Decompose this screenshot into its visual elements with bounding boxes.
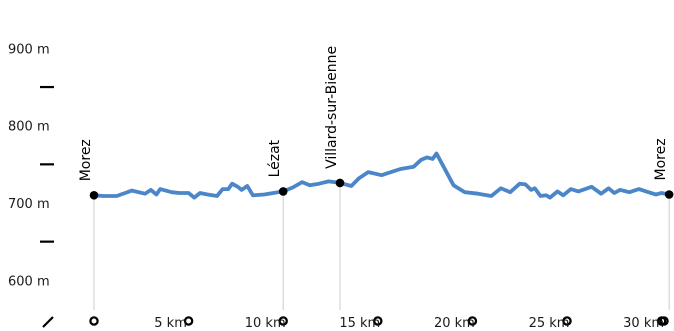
x-tick-marker [89,316,99,326]
x-tick-marker [659,316,669,326]
waypoint-marker [89,190,99,200]
elevation-line [92,151,672,200]
waypoint-marker [278,187,288,196]
x-tick-label: 30 km [623,316,664,331]
y-tick-label: 600 m [8,274,50,289]
elevation-series [92,151,672,200]
x-axis: 5 km 10 km 15 km 20 km 25 km 30 km [42,316,669,331]
x-tick-marker [278,316,288,326]
x-tick-marker [467,316,478,326]
x-axis-origin-mark [42,316,54,328]
y-tick-label: 700 m [8,197,50,212]
waypoint-marker [335,178,345,188]
waypoint-guides [93,182,670,310]
x-tick-label: 25 km [529,316,570,331]
waypoint-label: Morez [653,138,669,180]
waypoint-markers: Morez Lézat Villard-sur-Bienne Morez [78,46,674,200]
x-tick-marker [373,316,383,326]
waypoint-marker [664,190,674,199]
x-tick-label: 10 km [245,316,286,331]
x-tick-marker [183,316,194,326]
waypoint-label: Villard-sur-Bienne [324,46,340,169]
y-tick-label: 800 m [8,120,50,135]
y-axis: 900 m 800 m 700 m 600 m [8,42,54,289]
x-tick-marker [562,316,572,326]
waypoint-label: Morez [78,139,94,181]
x-tick-label: 15 km [339,316,380,331]
x-tick-label: 5 km [154,316,187,331]
waypoint-label: Lézat [267,139,283,177]
y-tick-label: 900 m [8,42,50,57]
x-tick-label: 20 km [434,316,475,331]
